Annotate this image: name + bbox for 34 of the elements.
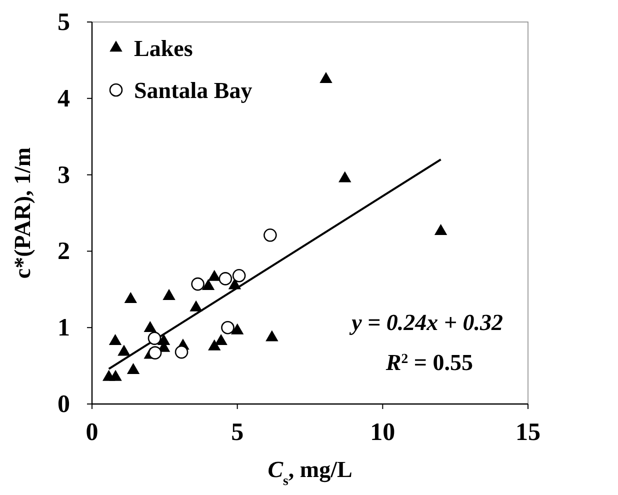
- point: [214, 334, 228, 346]
- y-tick-label: 3: [58, 162, 70, 189]
- y-tick-label: 2: [58, 238, 70, 266]
- point: [434, 224, 448, 236]
- point: [266, 330, 278, 342]
- point: [109, 370, 122, 381]
- y-tick-label: 0: [58, 391, 70, 418]
- x-tick-label: 0: [86, 419, 98, 446]
- legend-label: Lakes: [134, 36, 193, 61]
- point: [118, 344, 130, 356]
- annotation: y = 0.24x + 0.32: [348, 310, 503, 335]
- point: [124, 292, 138, 303]
- point: [108, 334, 122, 346]
- y-axis-title: c*(PAR), 1/m: [10, 147, 35, 279]
- point: [162, 288, 176, 300]
- point: [208, 270, 221, 281]
- point: [230, 323, 244, 334]
- x-tick-label: 10: [370, 419, 396, 446]
- y-tick-label: 5: [58, 9, 70, 36]
- y-tick-label: 1: [58, 314, 70, 342]
- annotation: R$^{2}$ = 0.55: [384, 350, 473, 375]
- point: [228, 278, 242, 290]
- x-axis-title: C$_{s}$, mg/L: [268, 457, 352, 488]
- legend-label: Santala Bay: [134, 78, 253, 103]
- x-tick-label: 5: [231, 419, 244, 446]
- point: [208, 339, 221, 350]
- point: [144, 321, 156, 332]
- point: [126, 363, 140, 374]
- point: [338, 171, 352, 182]
- point: [202, 279, 215, 290]
- point: [190, 300, 202, 312]
- x-tick-label: 15: [516, 419, 540, 446]
- point: [320, 72, 332, 83]
- y-tick-label: 4: [58, 85, 70, 112]
